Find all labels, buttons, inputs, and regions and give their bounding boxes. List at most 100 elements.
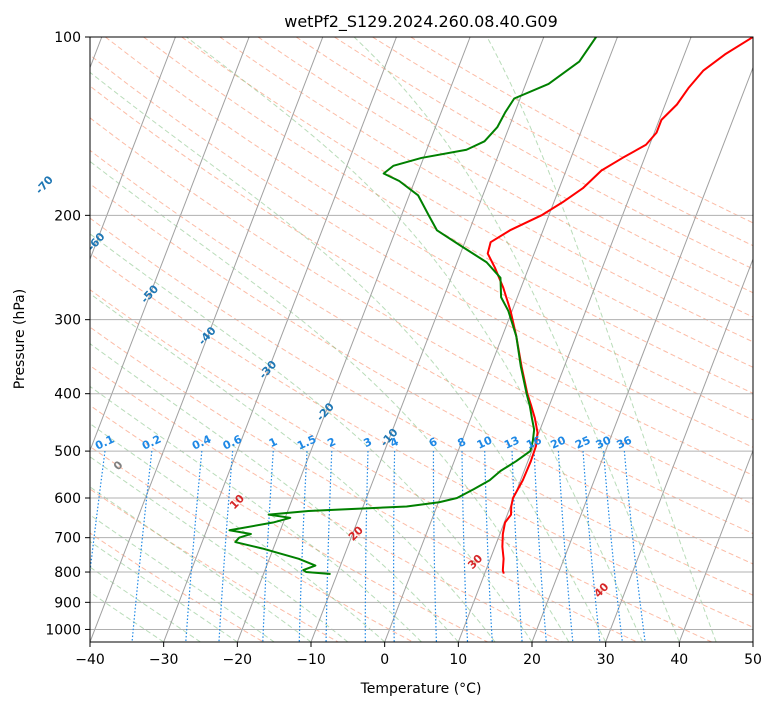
mixing-ratio-label: 3 xyxy=(362,435,374,450)
mixing-ratio-label: 1.5 xyxy=(295,433,318,453)
isotherm-line xyxy=(163,37,397,642)
dry-adiabat-label: 10 xyxy=(227,492,247,512)
dry-adiabat-label: 40 xyxy=(591,580,611,600)
dry-adiabat-line xyxy=(90,85,753,476)
y-tick-label: 500 xyxy=(54,444,81,460)
isotherm-line xyxy=(236,37,471,642)
dry-adiabat-label: 0 xyxy=(111,458,126,473)
mixing-ratio-line xyxy=(364,451,369,642)
mixing-ratio-line xyxy=(484,451,493,642)
mixing-ratio-label: 20 xyxy=(549,433,569,451)
dry-adiabat-line xyxy=(143,37,753,394)
mixing-ratio-line xyxy=(432,451,438,642)
mixing-ratio-line xyxy=(131,451,153,642)
x-tick-label: −10 xyxy=(296,652,326,668)
mixing-ratio-label: 4 xyxy=(388,435,401,450)
y-tick-label: 800 xyxy=(54,565,81,581)
y-tick-label: 1000 xyxy=(45,622,81,638)
y-tick-label: 100 xyxy=(54,30,81,46)
moist-adiabat-line xyxy=(90,486,312,642)
dewpoint-profile-line xyxy=(228,37,597,575)
mixing-ratio-line xyxy=(325,451,333,642)
isotherm-line xyxy=(605,257,753,642)
mixing-ratio-line xyxy=(582,451,601,642)
isotherm-label: -30 xyxy=(256,358,279,382)
mixing-ratio-label: 2 xyxy=(325,435,337,450)
mixing-ratio-label: 0.6 xyxy=(221,432,244,452)
dry-adiabat-line xyxy=(90,117,753,505)
mixing-ratio-label: 0.2 xyxy=(140,433,163,453)
isotherm-line xyxy=(90,37,176,261)
isotherm-label: -40 xyxy=(196,324,219,348)
y-tick-label: 700 xyxy=(54,531,81,547)
y-tick-label: 300 xyxy=(54,313,81,329)
x-tick-label: 20 xyxy=(523,652,541,668)
moist-adiabat-line xyxy=(90,293,496,642)
x-tick-label: −30 xyxy=(149,652,179,668)
moist-adiabat-line xyxy=(90,456,349,642)
isotherm-label: -80 xyxy=(0,126,1,150)
dry-adiabat-line xyxy=(90,252,753,628)
isotherm-label: -70 xyxy=(33,173,56,197)
mixing-ratio-label: 0.1 xyxy=(93,433,116,453)
x-tick-label: −20 xyxy=(223,652,253,668)
moist-adiabat-line xyxy=(90,385,422,642)
moist-adiabat-line xyxy=(90,343,459,642)
x-tick-label: −40 xyxy=(75,652,105,668)
isotherm-line xyxy=(457,37,692,642)
mixing-ratio-label: 30 xyxy=(594,433,614,451)
mixing-ratio-line xyxy=(533,451,547,642)
mixing-ratio-line xyxy=(602,451,623,642)
dry-adiabat-line xyxy=(90,404,488,642)
mixing-ratio-label: 13 xyxy=(502,434,521,452)
mixing-ratio-line xyxy=(623,451,646,642)
moist-adiabat-line xyxy=(90,160,570,642)
y-tick-label: 400 xyxy=(54,387,81,403)
plot-frame xyxy=(89,36,754,643)
mixing-ratio-line xyxy=(557,451,574,642)
isotherm-label: -60 xyxy=(85,230,108,254)
isotherm-line xyxy=(90,37,324,642)
mixing-ratio-label: 1 xyxy=(267,435,279,450)
moist-adiabat-line xyxy=(90,233,533,642)
moist-adiabat-line xyxy=(90,514,275,642)
mixing-ratio-label: 6 xyxy=(427,435,440,450)
mixing-ratio-label: 8 xyxy=(456,435,468,450)
x-axis-label: Temperature (°C) xyxy=(360,681,482,697)
mixing-ratio-line xyxy=(218,451,234,642)
mixing-ratio-label: 25 xyxy=(573,434,592,452)
y-axis-label: Pressure (hPa) xyxy=(12,289,28,389)
x-tick-label: 10 xyxy=(449,652,467,668)
isotherm-line xyxy=(310,37,545,642)
mixing-ratio-line xyxy=(298,451,308,642)
moist-adiabat-line xyxy=(90,71,607,642)
temperature-profile-line xyxy=(486,37,753,574)
isotherm-line xyxy=(90,37,250,452)
dry-adiabat-label: 20 xyxy=(346,523,366,543)
isotherm-line xyxy=(678,449,753,642)
mixing-ratio-label: 36 xyxy=(615,433,635,451)
mixing-ratio-line xyxy=(185,451,203,642)
dry-adiabat-line xyxy=(90,365,563,642)
moist-adiabat-line xyxy=(90,566,201,642)
mixing-ratio-label: 16 xyxy=(524,433,544,451)
mixing-ratio-line xyxy=(511,451,523,642)
chart-title: wetPf2_S129.2024.260.08.40.G09 xyxy=(284,12,558,32)
dry-adiabat-line xyxy=(334,37,753,270)
isotherm-line xyxy=(531,66,753,642)
dry-adiabat-line xyxy=(90,217,753,596)
isotherm-line xyxy=(752,640,753,642)
moist-adiabat-line xyxy=(90,591,164,642)
mixing-ratio-line xyxy=(262,451,274,642)
x-tick-label: 50 xyxy=(744,652,762,668)
mixing-ratio-line xyxy=(461,451,469,642)
y-tick-label: 900 xyxy=(54,595,81,611)
x-tick-label: 40 xyxy=(670,652,688,668)
dry-adiabat-line xyxy=(90,532,264,642)
moist-adiabat-line xyxy=(186,37,643,642)
moist-adiabat-line xyxy=(90,423,386,642)
y-tick-label: 600 xyxy=(54,491,81,507)
dry-adiabat-line xyxy=(219,37,753,343)
dry-adiabat-line xyxy=(181,37,753,368)
